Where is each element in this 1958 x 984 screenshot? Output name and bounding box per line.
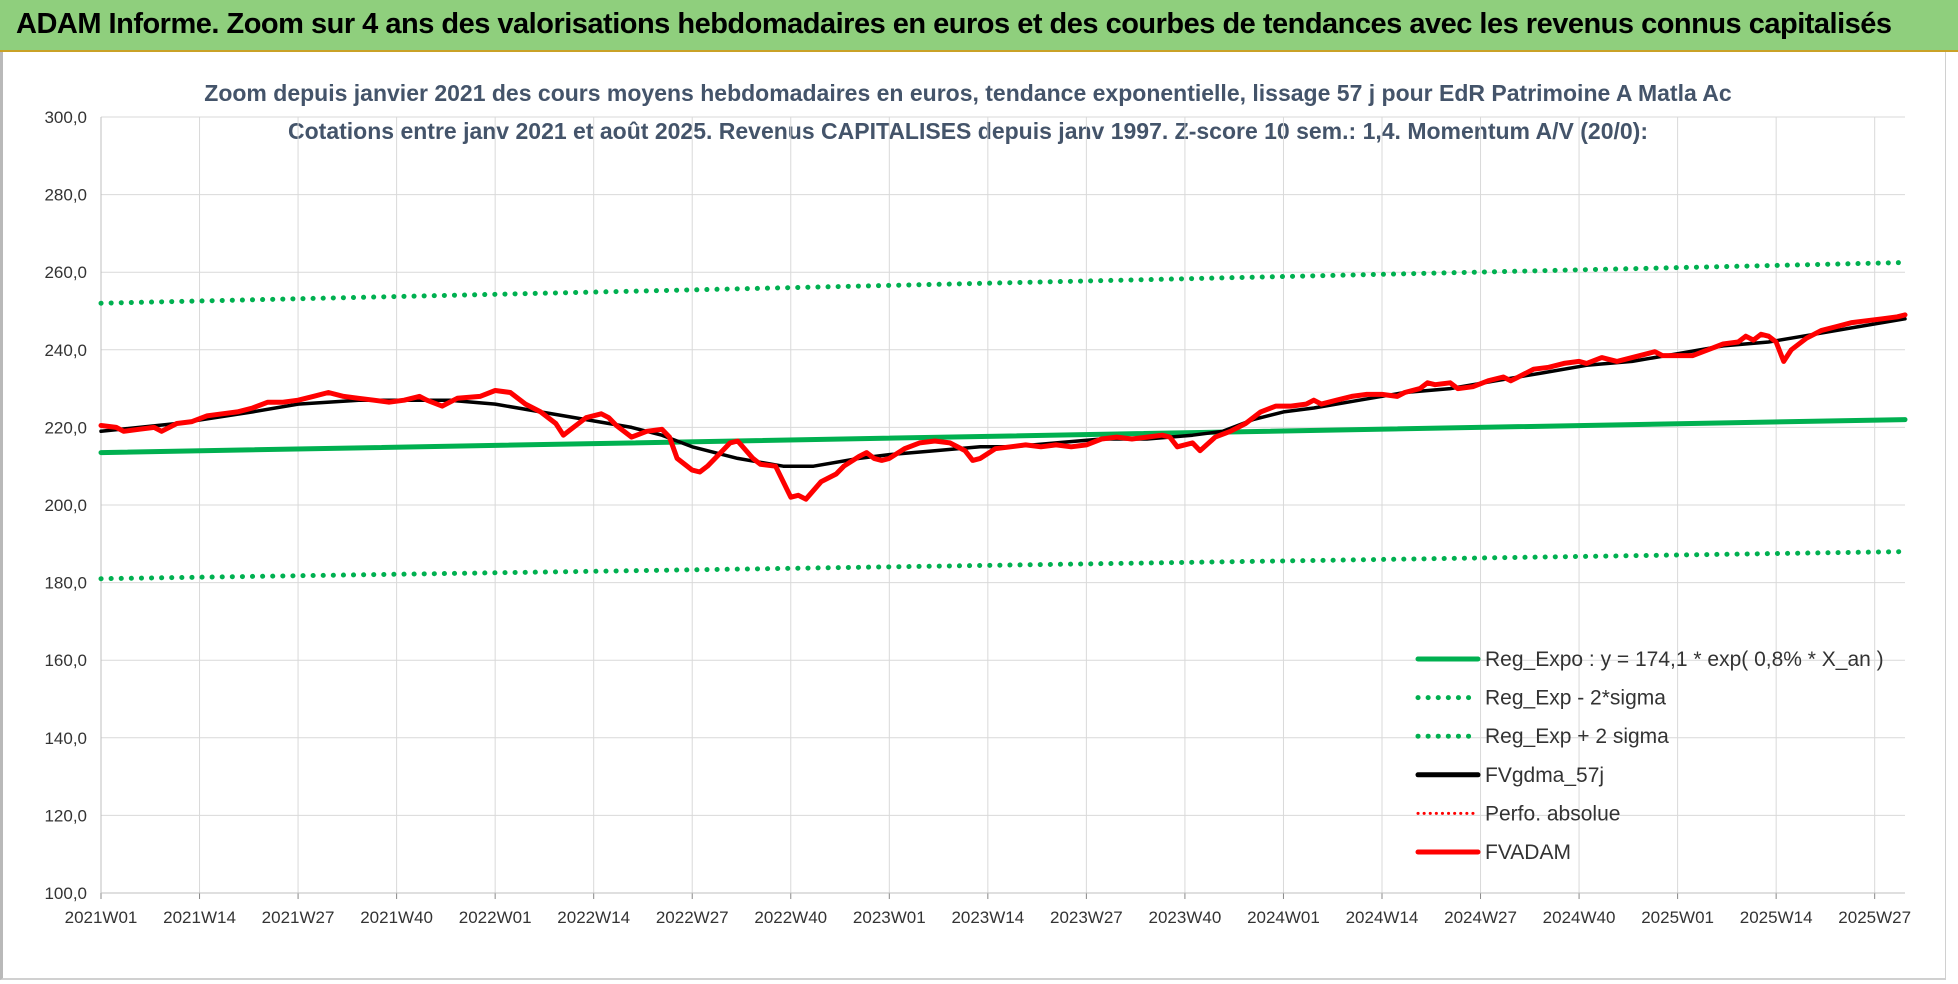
report-banner: ADAM Informe. Zoom sur 4 ans des valoris… <box>0 0 1958 52</box>
y-tick-label: 220,0 <box>44 418 87 437</box>
x-tick-label: 2024W01 <box>1247 908 1320 927</box>
y-tick-label: 120,0 <box>44 806 87 825</box>
x-tick-label: 2023W27 <box>1050 908 1123 927</box>
x-tick-label: 2021W01 <box>65 908 138 927</box>
series-line-1 <box>98 549 1908 582</box>
x-tick-label: 2021W27 <box>262 908 335 927</box>
y-tick-label: 260,0 <box>44 263 87 282</box>
y-tick-label: 100,0 <box>44 884 87 903</box>
legend-label: Perfo. absolue <box>1485 802 1620 825</box>
x-tick-label: 2025W14 <box>1740 908 1813 927</box>
y-tick-label: 180,0 <box>44 574 87 593</box>
x-tick-label: 2022W14 <box>557 908 630 927</box>
x-tick-label: 2022W01 <box>459 908 532 927</box>
y-tick-label: 200,0 <box>44 496 87 515</box>
y-tick-label: 140,0 <box>44 729 87 748</box>
x-tick-label: 2025W01 <box>1641 908 1714 927</box>
x-tick-label: 2025W27 <box>1838 908 1911 927</box>
y-tick-label: 280,0 <box>44 186 87 205</box>
chart-frame <box>0 52 1946 980</box>
legend-label: Reg_Exp + 2 sigma <box>1485 725 1669 748</box>
x-tick-label: 2024W40 <box>1543 908 1616 927</box>
x-tick-label: 2021W40 <box>360 908 433 927</box>
legend-label: FVADAM <box>1485 841 1571 864</box>
legend-label: Reg_Expo : y = 174,1 * exp( 0,8% * X_an … <box>1485 648 1884 671</box>
series-line-0 <box>98 417 1908 456</box>
x-tick-label: 2022W27 <box>656 908 729 927</box>
y-tick-label: 160,0 <box>44 651 87 670</box>
x-tick-label: 2024W14 <box>1346 908 1419 927</box>
chart-title: Zoom depuis janvier 2021 des cours moyen… <box>204 80 1732 106</box>
series-line-3 <box>99 317 1907 468</box>
x-tick-label: 2023W14 <box>951 908 1024 927</box>
chart-subtitle: Cotations entre janv 2021 et août 2025. … <box>288 118 1648 144</box>
x-tick-label: 2021W14 <box>163 908 236 927</box>
x-tick-label: 2024W27 <box>1444 908 1517 927</box>
y-tick-label: 240,0 <box>44 341 87 360</box>
x-tick-label: 2023W01 <box>853 908 926 927</box>
report-title: ADAM Informe. Zoom sur 4 ans des valoris… <box>16 8 1892 40</box>
y-tick-label: 300,0 <box>44 108 87 127</box>
series-line-5 <box>98 312 1908 502</box>
legend-label: Reg_Exp - 2*sigma <box>1485 687 1666 710</box>
legend-label: FVgdma_57j <box>1485 764 1604 787</box>
x-tick-label: 2023W40 <box>1149 908 1222 927</box>
x-tick-label: 2022W40 <box>754 908 827 927</box>
series-line-2 <box>98 260 1908 306</box>
